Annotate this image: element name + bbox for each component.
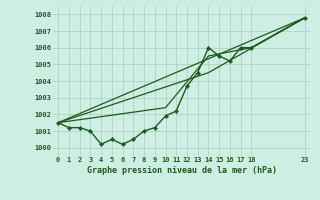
X-axis label: Graphe pression niveau de la mer (hPa): Graphe pression niveau de la mer (hPa) (87, 166, 276, 175)
